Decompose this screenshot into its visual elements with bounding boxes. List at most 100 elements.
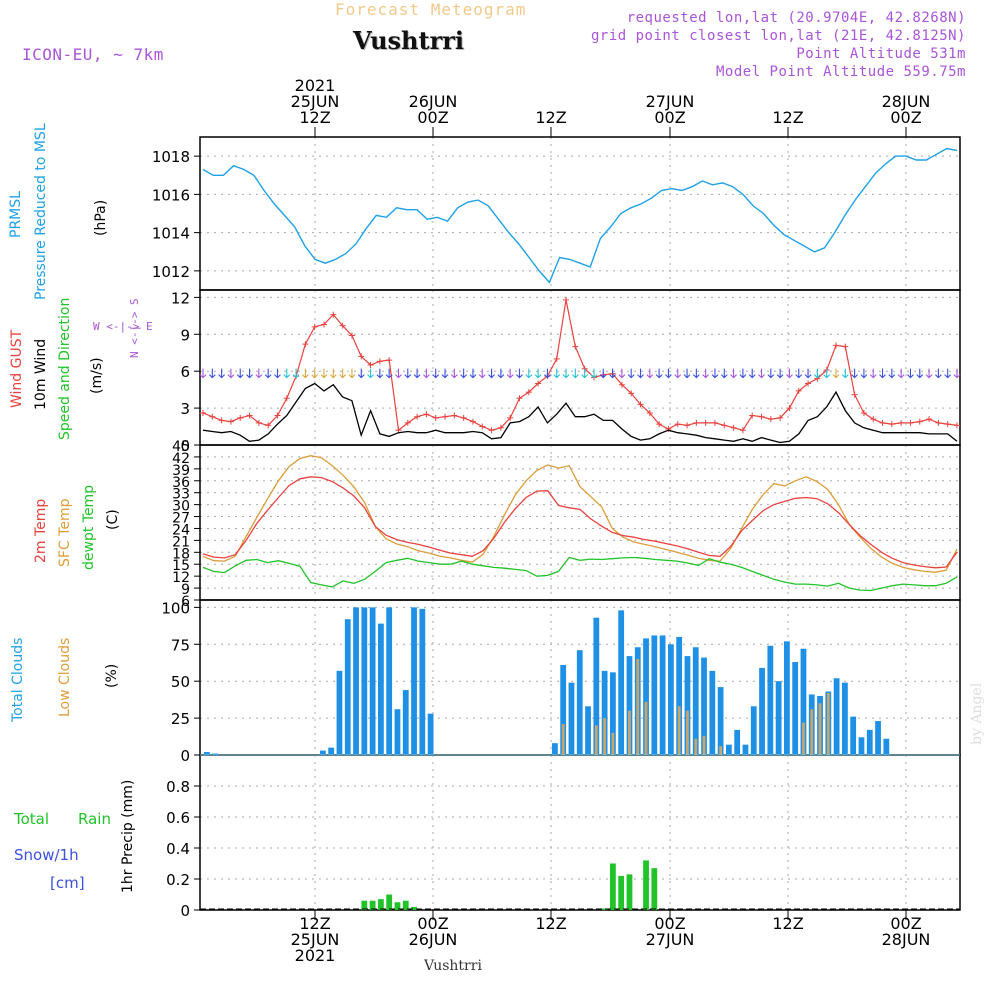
total-cloud-bar (585, 706, 591, 755)
gust-point (321, 321, 328, 328)
gust-point (693, 419, 700, 426)
gust-point (832, 342, 839, 349)
gust-point (628, 390, 635, 397)
gust-point (777, 414, 784, 421)
wind-direction-arrow (674, 368, 682, 379)
y-tick-label: 36 (172, 475, 190, 491)
wind-direction-arrow (813, 368, 821, 379)
dewpt-line (202, 556, 958, 592)
pressure-line (202, 147, 958, 284)
wind-direction-arrow (888, 368, 896, 379)
gust-point (898, 419, 905, 426)
total-cloud-bar (875, 721, 881, 755)
rain-bar (618, 875, 625, 910)
wind-direction-arrow (255, 368, 263, 379)
gust-point (786, 405, 793, 412)
y-tick-label: 12 (172, 570, 190, 586)
y-tick-label: 0 (180, 437, 190, 455)
y-tick-label: 0.8 (166, 778, 190, 796)
gust-point (414, 413, 421, 420)
total-cloud-bar (784, 641, 790, 755)
y-tick-label: 33 (172, 487, 190, 503)
footer-station: Vushtrri (424, 958, 482, 974)
y-tick-label: 0 (180, 902, 190, 920)
time-label-day: 25JUN (290, 92, 340, 111)
precip-snow-unit: [cm] (50, 874, 85, 892)
y-tick-label: 0.4 (166, 840, 190, 858)
total-cloud-bar (850, 716, 857, 755)
total-cloud-bar (692, 647, 699, 755)
time-label-day: 28JUN (881, 92, 931, 111)
gust-point (870, 416, 877, 423)
y-tick-label: 1014 (152, 225, 190, 243)
gust-point (330, 311, 337, 318)
gridpoint-coords: grid point closest lon,lat (21E, 42.8125… (590, 28, 966, 44)
precip-snow-label: Snow/1h (14, 846, 79, 864)
wind-direction-arrow (851, 368, 858, 379)
rain-bar (394, 902, 401, 910)
gust-point (432, 414, 439, 421)
total-cloud-bar (320, 750, 326, 755)
gust-point (721, 422, 728, 429)
gust-point (674, 421, 681, 428)
total-cloud-bar (610, 672, 616, 755)
wind-direction-arrow (432, 368, 440, 379)
gust-point (497, 424, 504, 431)
gust-point (423, 411, 430, 418)
total-cloud-bar (701, 657, 707, 755)
wind-direction-arrow (609, 368, 616, 379)
wind-direction-arrow (478, 368, 486, 379)
gust-point (218, 417, 225, 424)
gust-point (311, 323, 318, 330)
gust-point (488, 427, 495, 434)
gust-point (739, 427, 746, 434)
time-label-day: 25JUN (290, 930, 340, 949)
wind-direction-arrow (934, 368, 942, 379)
time-label-hour: 00Z (890, 108, 922, 127)
wind-direction-arrow (423, 368, 430, 379)
wind-direction-arrow (692, 368, 700, 379)
total-cloud-bar (419, 608, 426, 755)
gust-point (954, 422, 960, 429)
total-cloud-bar (883, 738, 890, 755)
time-label-hour: 00Z (417, 108, 449, 127)
wind-direction-arrow (767, 368, 775, 379)
wind-direction-arrow (897, 368, 905, 379)
gust-point (200, 410, 206, 417)
panel-2: 0 3 6 9 12 (171, 289, 961, 455)
time-label-hour: 00Z (890, 914, 922, 933)
total-cloud-bar (361, 607, 368, 755)
total-cloud-bar (651, 635, 658, 755)
wind-direction-arrow (907, 368, 914, 379)
wind-direction-arrow (227, 368, 235, 379)
gust-point (274, 412, 281, 419)
wind-direction-arrow (534, 368, 542, 379)
time-label-day: 28JUN (881, 930, 931, 949)
total-cloud-bar (344, 619, 351, 755)
gust-point (367, 362, 374, 369)
time-label-day: 27JUN (645, 930, 695, 949)
total-cloud-bar (212, 753, 219, 755)
y-tick-label: 42 (172, 451, 190, 467)
y-tick-label: 3 (180, 400, 190, 418)
wind-direction-arrow (571, 368, 579, 379)
low-cloud-bar (603, 718, 606, 755)
time-label-day: 27JUN (645, 92, 695, 111)
total-cloud-bar (734, 729, 741, 755)
wind-direction-arrow (246, 368, 253, 379)
rain-bar (601, 908, 608, 910)
time-label-hour: 12Z (772, 914, 804, 933)
gust-point (888, 421, 895, 428)
wind-direction-arrow (618, 368, 626, 379)
wind-direction-arrow (860, 368, 868, 379)
rain-bar (386, 894, 393, 910)
wind-direction-arrow (376, 368, 384, 379)
total-cloud-bar (378, 623, 384, 755)
wind-direction-arrow (637, 368, 644, 379)
wind-direction-arrow (497, 368, 505, 379)
total-cloud-bar (742, 744, 749, 755)
wind-direction-arrow (516, 368, 523, 379)
total-cloud-bar (204, 752, 210, 755)
gust-point (563, 296, 570, 303)
wind-direction-arrow (823, 368, 831, 379)
